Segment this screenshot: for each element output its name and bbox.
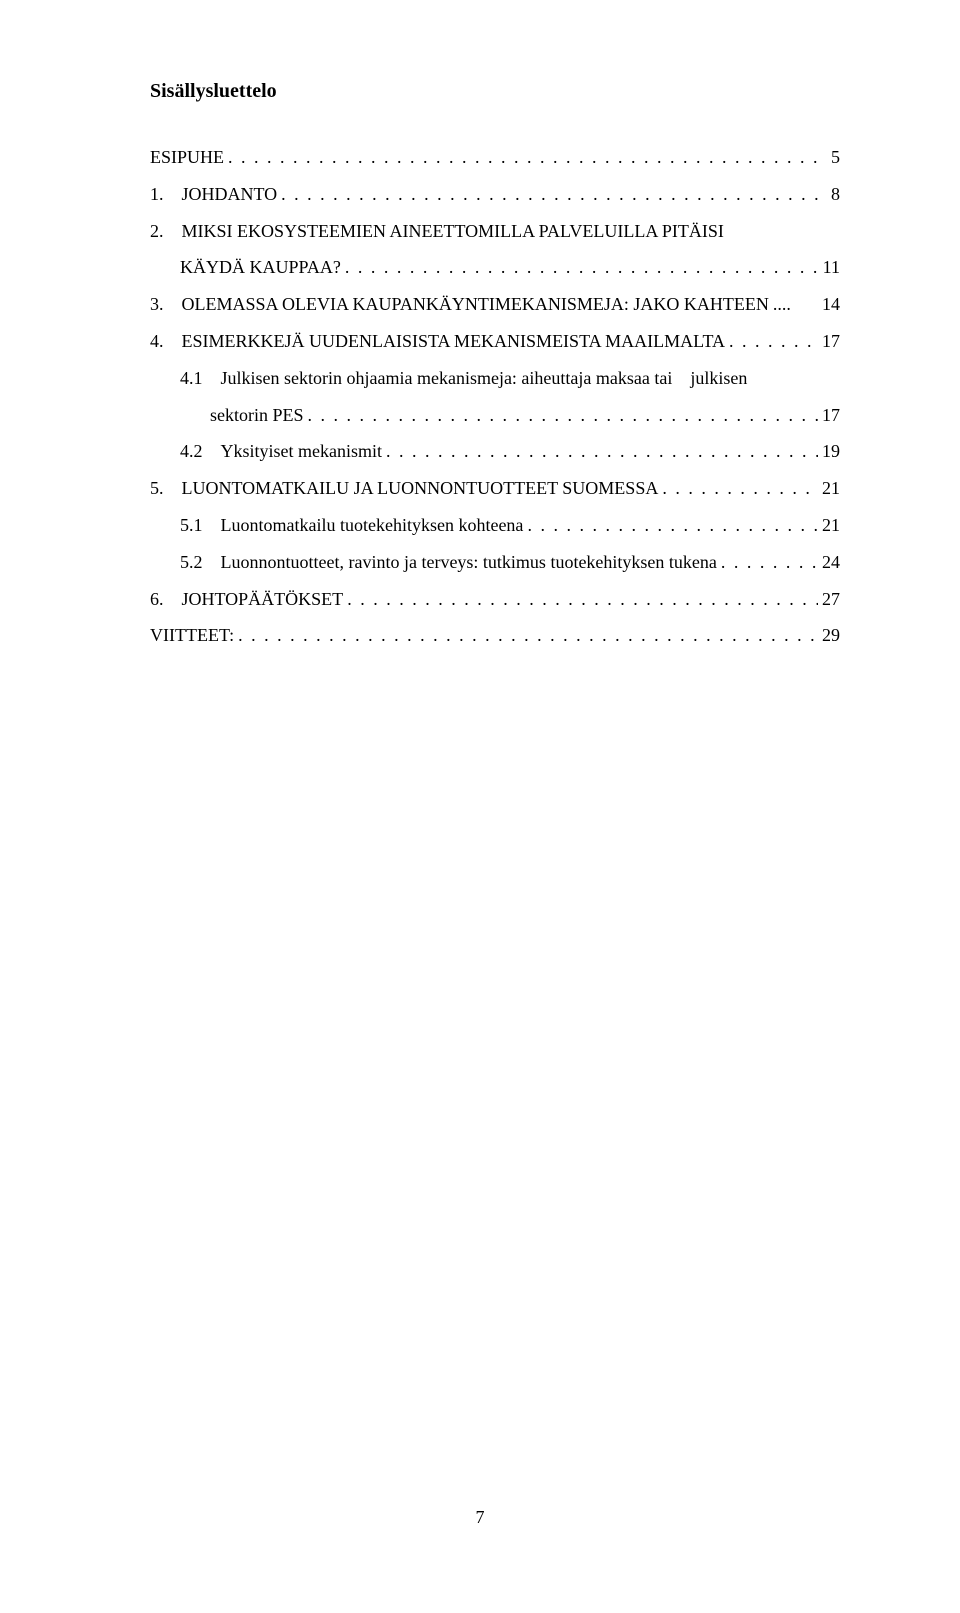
toc-entry-continuation: KÄYDÄ KAUPPAA?. . . . . . . . . . . . . … [150,253,840,282]
toc-entry-continuation: sektorin PES. . . . . . . . . . . . . . … [150,401,840,430]
toc-dots: . . . . . . . . . . . . . . . . . . . . … [345,253,819,282]
toc-entry-page: 11 [823,253,840,282]
toc-entry: 4.2 Yksityiset mekanismit. . . . . . . .… [150,437,840,466]
toc-entry-label: 2. MIKSI EKOSYSTEEMIEN AINEETTOMILLA PAL… [150,217,724,246]
toc-entry: 5.2 Luonnontuotteet, ravinto ja terveys:… [150,548,840,577]
toc-dots: . . . . . . . . . . . . . . . . . . . . … [386,437,818,466]
toc-entry: 6. JOHTOPÄÄTÖKSET. . . . . . . . . . . .… [150,585,840,614]
toc-dots: . . . . . . . . . . . . . . . . . . . . … [729,327,818,356]
toc-entry-label: 1. JOHDANTO [150,180,277,209]
toc-entry: 5.1 Luontomatkailu tuotekehityksen kohte… [150,511,840,540]
toc-entry: 1. JOHDANTO. . . . . . . . . . . . . . .… [150,180,840,209]
toc-entry-label: 3. OLEMASSA OLEVIA KAUPANKÄYNTIMEKANISME… [150,290,769,319]
toc-entry-page: 5 [831,143,840,172]
toc-title: Sisällysluettelo [150,80,840,103]
toc-entry-label: ESIPUHE [150,143,224,172]
toc-entry-label: 4. ESIMERKKEJÄ UUDENLAISISTA MEKANISMEIS… [150,327,725,356]
toc-entry-label: 4.2 Yksityiset mekanismit [180,437,382,466]
toc-entry: 2. MIKSI EKOSYSTEEMIEN AINEETTOMILLA PAL… [150,217,840,246]
toc-entry-label: 4.1 Julkisen sektorin ohjaamia mekanisme… [180,364,747,393]
toc-dots: . . . . . . . . . . . . . . . . . . . . … [238,621,818,650]
toc-entry-label: sektorin PES [210,401,304,430]
toc-entry-label: 5.2 Luonnontuotteet, ravinto ja terveys:… [180,548,717,577]
toc-entry-page: 17 [822,327,840,356]
toc-dots: . . . . . . . . . . . . . . . . . . . . … [662,474,818,503]
toc-list: ESIPUHE. . . . . . . . . . . . . . . . .… [150,143,840,650]
toc-entry-label: 5. LUONTOMATKAILU JA LUONNONTUOTTEET SUO… [150,474,658,503]
toc-entry-page: 8 [831,180,840,209]
toc-entry: 3. OLEMASSA OLEVIA KAUPANKÄYNTIMEKANISME… [150,290,840,319]
toc-dots: . . . . . . . . . . . . . . . . . . . . … [347,585,818,614]
toc-entry-page: 27 [822,585,840,614]
toc-dots: . . . . . . . . . . . . . . . . . . . . … [281,180,827,209]
toc-entry-page: 29 [822,621,840,650]
toc-dots: . . . . . . . . . . . . . . . . . . . . … [721,548,818,577]
toc-dots: . . . . . . . . . . . . . . . . . . . . … [527,511,818,540]
toc-entry-label: KÄYDÄ KAUPPAA? [180,253,341,282]
toc-entry: 4.1 Julkisen sektorin ohjaamia mekanisme… [150,364,840,393]
toc-entry-page: 14 [822,290,840,319]
page-number: 7 [476,1507,485,1528]
toc-entry: 4. ESIMERKKEJÄ UUDENLAISISTA MEKANISMEIS… [150,327,840,356]
toc-entry-page: 21 [822,511,840,540]
toc-dots: . . . . . . . . . . . . . . . . . . . . … [228,143,827,172]
toc-dots: . . . . . . . . . . . . . . . . . . . . … [308,401,818,430]
toc-entry-page: 19 [822,437,840,466]
toc-entry-page: 24 [822,548,840,577]
toc-entry-label: 5.1 Luontomatkailu tuotekehityksen kohte… [180,511,523,540]
toc-entry: 5. LUONTOMATKAILU JA LUONNONTUOTTEET SUO… [150,474,840,503]
toc-entry-label: 6. JOHTOPÄÄTÖKSET [150,585,343,614]
toc-entry-page: 17 [822,401,840,430]
toc-entry: VIITTEET:. . . . . . . . . . . . . . . .… [150,621,840,650]
toc-entry-page: 21 [822,474,840,503]
toc-dots: .... [773,290,818,319]
toc-entry-label: VIITTEET: [150,621,234,650]
toc-entry: ESIPUHE. . . . . . . . . . . . . . . . .… [150,143,840,172]
